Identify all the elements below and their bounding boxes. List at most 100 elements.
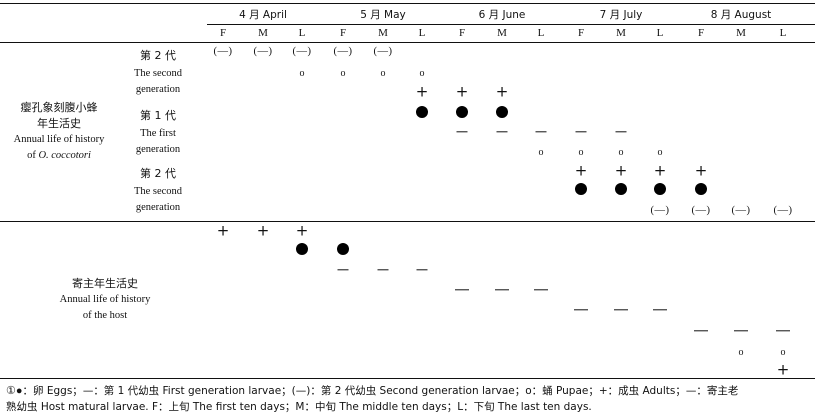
first-generation-larva-mark — [496, 131, 508, 133]
month-header-4: 8 月 August — [710, 9, 772, 21]
pupa-mark: o — [538, 147, 544, 158]
month-header-2: 6 月 June — [478, 9, 526, 21]
first-generation-larva-mark — [337, 269, 349, 271]
host-larva-mark — [574, 309, 588, 311]
pupa-mark: o — [618, 147, 624, 158]
period-header-5: L — [418, 27, 426, 39]
adult-mark: + — [295, 221, 309, 240]
host-label-en-2: of the host — [82, 310, 128, 321]
gen2a-label-en-1: The second — [133, 68, 183, 79]
egg-mark — [416, 106, 428, 118]
host-larva-mark — [455, 289, 469, 291]
egg-mark — [296, 243, 308, 255]
gen2a-label-zh: 第 2 代 — [140, 49, 176, 62]
period-header-0: F — [219, 27, 227, 39]
parasitoid-label-en-2: of O. coccotori — [0, 148, 118, 164]
period-header-6: F — [458, 27, 466, 39]
gen1-label-zh: 第 1 代 — [140, 109, 176, 122]
egg-mark — [575, 183, 587, 195]
host-label-zh: 寄主年生活史 — [72, 277, 138, 290]
period-header-9: F — [577, 27, 585, 39]
adult-mark: + — [614, 161, 628, 180]
host-larva-mark — [734, 330, 748, 332]
egg-mark — [456, 106, 468, 118]
footnote-egg-symbol: ● — [15, 385, 23, 397]
species-name: O. coccotori — [38, 150, 91, 161]
adult-mark: + — [776, 360, 790, 379]
gen2b-label-en-2: generation — [135, 202, 181, 213]
footnote: ①●：卵 Eggs；—：第 1 代幼虫 First generation lar… — [6, 383, 812, 415]
second-generation-larva-mark: (—) — [691, 204, 711, 216]
first-generation-larva-mark — [456, 131, 468, 133]
period-header-2: L — [298, 27, 306, 39]
second-generation-larva-mark: (—) — [731, 204, 751, 216]
section-divider-rule — [0, 221, 815, 222]
host-larva-mark — [694, 330, 708, 332]
egg-mark — [654, 183, 666, 195]
pupa-mark: o — [578, 147, 584, 158]
adult-mark: + — [216, 221, 230, 240]
second-generation-larva-mark: (—) — [292, 45, 312, 57]
footnote-line-2: 熟幼虫 Host matural larvae. F：上旬 The first … — [6, 401, 592, 413]
parasitoid-label-zh-2: 年生活史 — [37, 117, 81, 130]
adult-mark: + — [256, 221, 270, 240]
footnote-line-1: ①●：卵 Eggs；—：第 1 代幼虫 First generation lar… — [6, 383, 812, 399]
period-header-4: M — [378, 27, 388, 39]
second-generation-larva-mark: (—) — [213, 45, 233, 57]
parasitoid-label-zh-1: 瘿孔象刻腹小蜂 — [20, 101, 98, 114]
second-generation-larva-mark: (—) — [253, 45, 273, 57]
header-bottom-rule — [0, 42, 815, 43]
host-label: 寄主年生活史 Annual life of history of the hos… — [40, 276, 170, 324]
pupa-mark: o — [380, 68, 386, 79]
host-larva-mark — [776, 330, 790, 332]
top-rule — [0, 3, 815, 5]
period-header-3: F — [339, 27, 347, 39]
period-header-12: F — [697, 27, 705, 39]
parasitoid-label-en-2-prefix: of — [27, 150, 39, 161]
month-underline — [207, 24, 815, 25]
adult-mark: + — [574, 161, 588, 180]
second-generation-larva-mark: (—) — [773, 204, 793, 216]
period-header-13: M — [736, 27, 746, 39]
month-header-1: 5 月 May — [360, 9, 406, 21]
gen1-label-en-2: generation — [135, 144, 181, 155]
host-larva-mark — [495, 289, 509, 291]
adult-mark: + — [415, 82, 429, 101]
footnote-circled-one: ① — [6, 385, 16, 397]
first-generation-larva-mark — [575, 131, 587, 133]
host-label-en-1: Annual life of history — [59, 294, 151, 305]
pupa-mark: o — [340, 68, 346, 79]
host-larva-mark — [614, 309, 628, 311]
pupa-mark: o — [657, 147, 663, 158]
adult-mark: + — [653, 161, 667, 180]
footnote-eggs: ：卵 Eggs； — [22, 385, 83, 397]
first-generation-larva-mark — [535, 131, 547, 133]
egg-mark — [496, 106, 508, 118]
pupa-mark: o — [780, 347, 786, 358]
host-larva-mark — [534, 289, 548, 291]
gen1-label: 第 1 代 The first generation — [118, 108, 198, 158]
adult-mark: + — [694, 161, 708, 180]
egg-mark — [695, 183, 707, 195]
host-larva-mark — [653, 309, 667, 311]
gen2a-label: 第 2 代 The second generation — [118, 48, 198, 98]
adult-mark: + — [495, 82, 509, 101]
table-bottom-rule — [0, 378, 815, 380]
pupa-mark: o — [738, 347, 744, 358]
first-generation-larva-mark — [416, 269, 428, 271]
gen2b-label-zh: 第 2 代 — [140, 167, 176, 180]
gen2b-label: 第 2 代 The second generation — [118, 166, 198, 216]
month-header-3: 7 月 July — [599, 9, 643, 21]
egg-mark — [615, 183, 627, 195]
period-header-7: M — [497, 27, 507, 39]
period-header-11: L — [656, 27, 664, 39]
period-header-14: L — [779, 27, 787, 39]
adult-mark: + — [455, 82, 469, 101]
pupa-mark: o — [419, 68, 425, 79]
parasitoid-label: 瘿孔象刻腹小蜂 年生活史 Annual life of history of O… — [0, 100, 118, 164]
footnote-legend: —：第 1 代幼虫 First generation larvae；(—)：第 … — [82, 385, 739, 397]
egg-mark — [337, 243, 349, 255]
gen2b-label-en-1: The second — [133, 186, 183, 197]
first-generation-larva-mark — [377, 269, 389, 271]
